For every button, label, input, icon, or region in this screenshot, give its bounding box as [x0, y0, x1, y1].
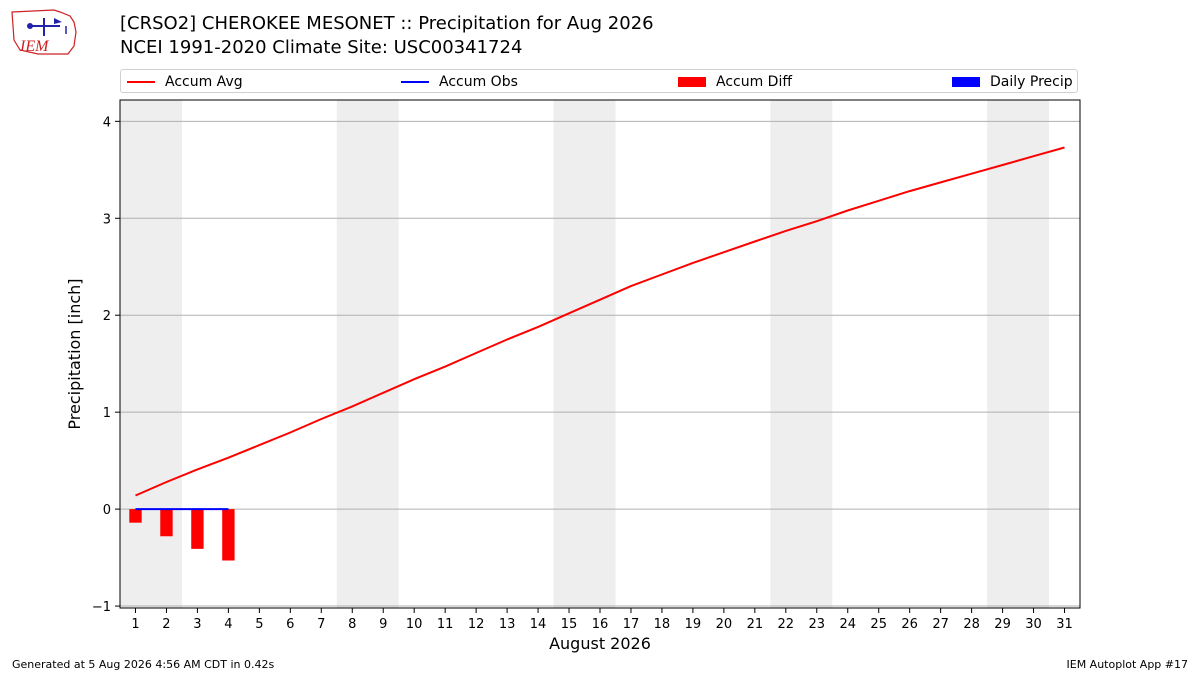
legend-label-accum-obs: Accum Obs	[439, 74, 518, 90]
xtick-label-14: 14	[530, 617, 547, 632]
bar-accum-diff-3	[191, 509, 204, 549]
series-lines	[135, 146, 1065, 511]
xtick-label-23: 23	[809, 617, 826, 632]
xtick-label-15: 15	[561, 617, 578, 632]
legend-item-daily-precip: Daily Precip	[952, 70, 1073, 94]
xtick-label-21: 21	[747, 617, 764, 632]
xtick-label-25: 25	[870, 617, 887, 632]
weekend-band-2	[336, 100, 399, 608]
xtick-label-8: 8	[348, 617, 356, 632]
xtick-label-27: 27	[932, 617, 949, 632]
xtick-label-5: 5	[255, 617, 263, 632]
xtick-label-13: 13	[499, 617, 516, 632]
footer-app: IEM Autoplot App #17	[1066, 658, 1189, 671]
weekend-band-4	[770, 100, 833, 608]
xtick-label-31: 31	[1056, 617, 1073, 632]
xtick-label-26: 26	[901, 617, 918, 632]
grid-lines	[120, 120, 1080, 607]
xtick-label-19: 19	[685, 617, 702, 632]
legend-item-accum-diff: Accum Diff	[678, 70, 792, 94]
xtick-label-16: 16	[592, 617, 609, 632]
chart-subtitle: NCEI 1991-2020 Climate Site: USC00341724	[120, 37, 523, 58]
legend-label-daily-precip: Daily Precip	[990, 74, 1073, 90]
axes	[115, 99, 1081, 613]
ytick-label-0: 0	[103, 503, 111, 518]
x-axis-label: August 2026	[549, 634, 651, 653]
ytick-label-1: 1	[103, 406, 111, 421]
xtick-label-3: 3	[193, 617, 201, 632]
weekend-shading	[120, 100, 1050, 608]
legend-swatch-accum-diff	[678, 77, 706, 87]
weekend-band-5	[987, 100, 1050, 608]
xtick-label-18: 18	[654, 617, 671, 632]
footer-generated: Generated at 5 Aug 2026 4:56 AM CDT in 0…	[12, 658, 275, 671]
iem-logo: IEM	[11, 9, 77, 55]
ytick-label-2: 2	[103, 309, 111, 324]
xtick-label-17: 17	[623, 617, 640, 632]
legend-item-accum-avg: Accum Avg	[127, 70, 243, 94]
xtick-label-10: 10	[406, 617, 423, 632]
ytick-label-4: 4	[103, 115, 111, 130]
chart-title: [CRSO2] CHEROKEE MESONET :: Precipitatio…	[120, 13, 654, 34]
ytick-label-3: 3	[103, 212, 111, 227]
xtick-label-2: 2	[162, 617, 170, 632]
xtick-label-30: 30	[1025, 617, 1042, 632]
legend-swatch-accum-obs	[401, 81, 429, 83]
xtick-label-28: 28	[963, 617, 980, 632]
y-axis-label: Precipitation [inch]	[65, 278, 84, 429]
xtick-label-12: 12	[468, 617, 485, 632]
xtick-label-29: 29	[994, 617, 1011, 632]
weekend-band-1	[120, 100, 182, 608]
legend-swatch-daily-precip	[952, 77, 980, 87]
bar-accum-diff-2	[160, 509, 173, 537]
bar-accum-diff-4	[222, 509, 235, 561]
legend: Accum Avg Accum Obs Accum Diff Daily Pre…	[120, 69, 1078, 93]
line-accum-avg	[135, 146, 1065, 497]
xtick-label-1: 1	[131, 617, 139, 632]
legend-label-accum-diff: Accum Diff	[716, 74, 793, 90]
weekend-band-3	[553, 100, 616, 608]
xtick-label-4: 4	[224, 617, 232, 632]
xtick-label-24: 24	[839, 617, 856, 632]
xtick-label-6: 6	[286, 617, 294, 632]
legend-item-accum-obs: Accum Obs	[401, 70, 518, 94]
ytick-label--1: −1	[92, 600, 111, 615]
diff-bars	[129, 509, 235, 561]
logo-text: IEM	[19, 38, 50, 55]
xtick-label-22: 22	[778, 617, 795, 632]
xtick-label-20: 20	[716, 617, 733, 632]
plot-frame	[119, 99, 1081, 609]
legend-label-accum-avg: Accum Avg	[165, 74, 243, 90]
legend-swatch-accum-avg	[127, 81, 155, 83]
xtick-label-9: 9	[379, 617, 387, 632]
xtick-label-11: 11	[437, 617, 454, 632]
bar-accum-diff-1	[129, 509, 142, 523]
xtick-label-7: 7	[317, 617, 325, 632]
